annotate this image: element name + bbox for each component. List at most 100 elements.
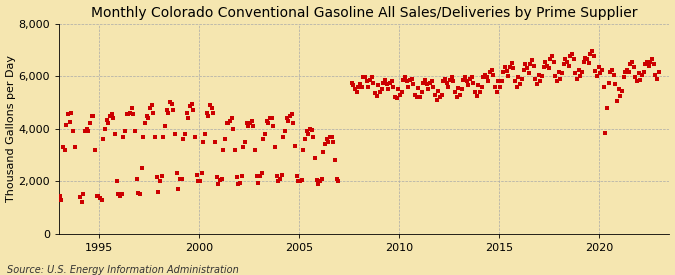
- Point: [513, 75, 524, 80]
- Point: [423, 87, 434, 92]
- Point: [411, 95, 422, 99]
- Point: [248, 124, 259, 128]
- Point: [230, 148, 240, 152]
- Point: [213, 182, 223, 186]
- Point: [393, 87, 404, 92]
- Point: [585, 51, 595, 56]
- Point: [508, 66, 519, 70]
- Point: [354, 82, 365, 86]
- Point: [378, 81, 389, 85]
- Point: [209, 140, 220, 144]
- Point: [84, 121, 95, 126]
- Point: [413, 86, 424, 90]
- Point: [258, 137, 269, 141]
- Point: [464, 76, 475, 81]
- Point: [503, 74, 514, 78]
- Point: [55, 194, 65, 198]
- Point: [240, 140, 250, 144]
- Point: [450, 90, 460, 94]
- Point: [298, 148, 308, 152]
- Point: [315, 179, 325, 183]
- Point: [628, 65, 639, 69]
- Point: [158, 134, 169, 139]
- Point: [101, 117, 112, 122]
- Point: [607, 67, 618, 72]
- Point: [203, 113, 214, 118]
- Point: [540, 59, 551, 64]
- Point: [647, 57, 657, 61]
- Point: [148, 111, 159, 115]
- Point: [430, 92, 441, 97]
- Point: [431, 98, 442, 102]
- Point: [243, 124, 254, 128]
- Point: [468, 81, 479, 85]
- Point: [446, 75, 457, 80]
- Point: [616, 88, 627, 93]
- Point: [194, 179, 205, 183]
- Point: [196, 171, 207, 176]
- Point: [560, 57, 570, 61]
- Point: [86, 113, 97, 118]
- Point: [228, 126, 239, 131]
- Point: [488, 73, 499, 77]
- Point: [553, 70, 564, 74]
- Point: [173, 187, 184, 191]
- Point: [588, 54, 599, 59]
- Point: [640, 62, 651, 67]
- Point: [448, 79, 459, 84]
- Point: [416, 90, 427, 94]
- Point: [123, 112, 134, 116]
- Point: [321, 137, 332, 141]
- Point: [565, 54, 576, 59]
- Point: [124, 111, 135, 115]
- Point: [406, 76, 417, 81]
- Point: [443, 84, 454, 89]
- Point: [641, 59, 652, 64]
- Point: [233, 182, 244, 186]
- Point: [250, 148, 261, 152]
- Point: [320, 142, 331, 147]
- Point: [265, 116, 275, 120]
- Point: [498, 70, 509, 74]
- Point: [310, 155, 321, 160]
- Point: [612, 99, 622, 103]
- Point: [521, 66, 532, 70]
- Point: [620, 70, 630, 74]
- Point: [232, 175, 242, 180]
- Point: [176, 177, 187, 181]
- Point: [414, 95, 425, 99]
- Point: [136, 166, 147, 170]
- Point: [477, 84, 487, 89]
- Point: [83, 129, 94, 134]
- Point: [379, 78, 390, 82]
- Point: [650, 73, 661, 77]
- Point: [106, 112, 117, 116]
- Point: [99, 126, 110, 131]
- Point: [427, 79, 437, 84]
- Point: [300, 137, 310, 141]
- Text: Source: U.S. Energy Information Administration: Source: U.S. Energy Information Administ…: [7, 265, 238, 275]
- Point: [159, 124, 170, 128]
- Point: [126, 106, 137, 110]
- Point: [490, 84, 501, 89]
- Point: [328, 140, 339, 144]
- Point: [481, 75, 492, 80]
- Point: [360, 75, 371, 80]
- Point: [313, 182, 324, 186]
- Point: [108, 116, 119, 120]
- Point: [238, 145, 248, 149]
- Point: [608, 73, 619, 77]
- Point: [144, 106, 155, 110]
- Point: [244, 121, 255, 126]
- Point: [208, 111, 219, 115]
- Title: Monthly Colorado Conventional Gasoline All Sales/Deliveries by Prime Supplier: Monthly Colorado Conventional Gasoline A…: [91, 6, 637, 20]
- Point: [276, 172, 287, 177]
- Point: [470, 90, 481, 94]
- Point: [570, 71, 580, 76]
- Point: [128, 112, 138, 116]
- Point: [141, 113, 152, 118]
- Point: [283, 119, 294, 123]
- Point: [156, 174, 167, 178]
- Point: [91, 194, 102, 198]
- Point: [304, 126, 315, 131]
